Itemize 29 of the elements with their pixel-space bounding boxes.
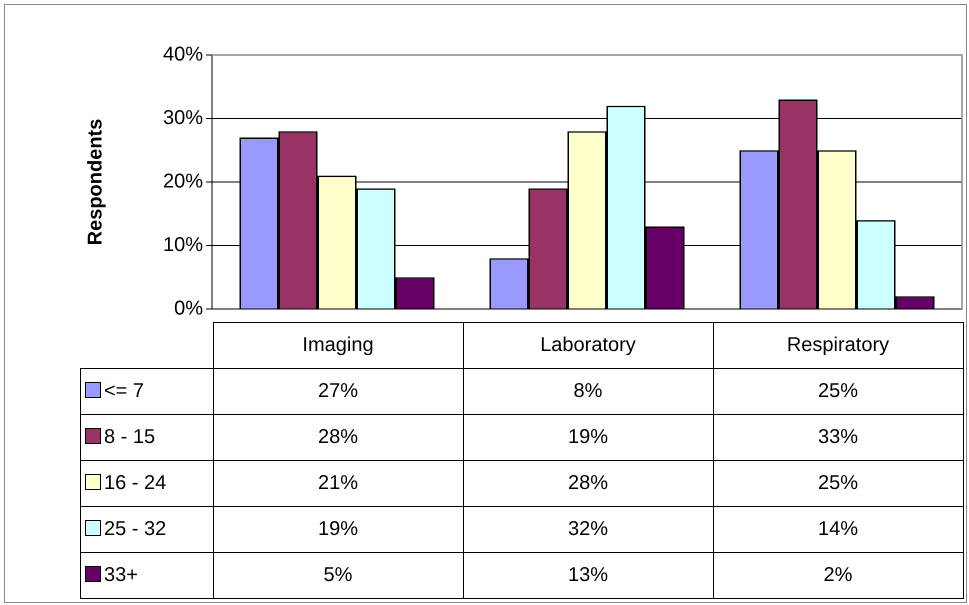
legend-label: <= 7 <box>80 368 213 414</box>
data-label: 5% <box>213 552 463 598</box>
y-tick-label: 30% <box>162 107 204 130</box>
x-tick-label: Respiratory <box>713 322 963 368</box>
y-tick-label: 20% <box>162 170 204 193</box>
data-label: 2% <box>713 552 963 598</box>
y-tick-label: 0% <box>174 298 204 320</box>
data-label: 25% <box>713 460 963 506</box>
data-label: 19% <box>213 506 463 552</box>
y-tick-label: 10% <box>162 234 204 256</box>
data-label: 13% <box>463 552 713 598</box>
data-label: 33% <box>713 414 963 460</box>
y-axis-title: Respondents <box>84 118 107 246</box>
data-label: 25% <box>713 368 963 414</box>
data-label: 14% <box>713 506 963 552</box>
data-label: 28% <box>213 414 463 460</box>
data-label: 21% <box>213 460 463 506</box>
x-tick-label: Imaging <box>213 322 463 368</box>
legend-label: 8 - 15 <box>80 414 213 460</box>
legend-label: 16 - 24 <box>80 460 213 506</box>
data-label: 8% <box>463 368 713 414</box>
x-tick-label: Laboratory <box>463 322 713 368</box>
y-tick-label: 40% <box>162 44 204 66</box>
data-label: 27% <box>213 368 463 414</box>
data-label: 32% <box>463 506 713 552</box>
data-label: 19% <box>463 414 713 460</box>
legend-label: 33+ <box>80 552 213 598</box>
data-label: 28% <box>463 460 713 506</box>
legend-label: 25 - 32 <box>80 506 213 552</box>
